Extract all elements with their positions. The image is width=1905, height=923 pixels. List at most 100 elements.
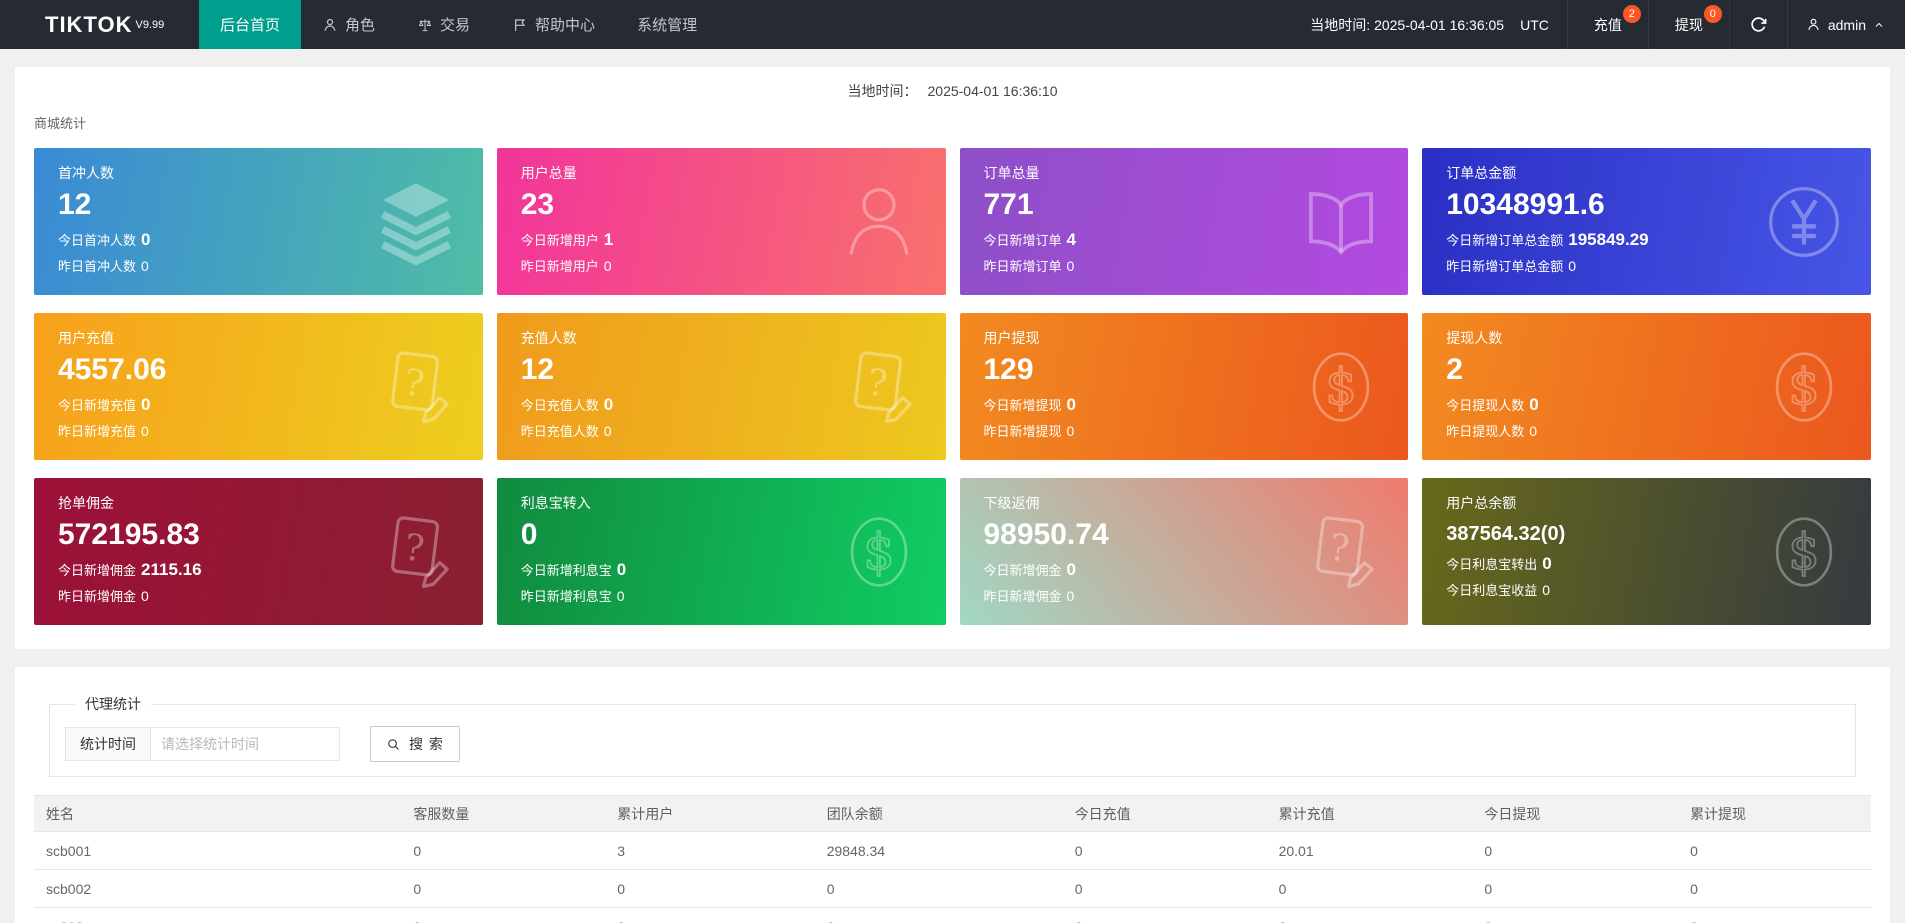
- dollar-icon: $: [1761, 509, 1847, 595]
- search-button[interactable]: 搜 索: [370, 726, 460, 762]
- table-cell: 0: [605, 907, 815, 923]
- navbar-local-time: 当地时间: 2025-04-01 16:36:05 UTC: [1292, 0, 1567, 49]
- search-icon: [386, 737, 401, 752]
- caret-up-icon: [1873, 19, 1885, 31]
- nav-item-help[interactable]: 帮助中心: [491, 0, 616, 49]
- svg-text:$: $: [1788, 523, 1819, 581]
- stat-card-line-label: 昨日新增利息宝: [520, 589, 612, 604]
- stat-card-line-value: 195849.29: [1568, 230, 1649, 249]
- stat-card-value: 98950.74: [983, 518, 1109, 551]
- stat-card-line-value: 0: [1066, 258, 1075, 274]
- stat-time-input[interactable]: [150, 727, 340, 761]
- stat-card-value: 387564.32(0): [1446, 523, 1566, 545]
- stat-card-line-label: 昨日新增订单总金额: [1446, 259, 1564, 274]
- agent-filter-row: 统计时间 搜 索: [65, 726, 1840, 762]
- user-icon: [322, 17, 338, 33]
- stat-card-value: 4557.06: [58, 353, 167, 386]
- stat-card-line-label: 今日新增用户: [520, 233, 599, 248]
- stat-card-value: 2: [1446, 353, 1463, 386]
- local-time-bar: 当地时间： 2025-04-01 16:36:10: [15, 83, 1890, 99]
- table-row: scb001 0 3 29848.34 0 20.01 0 0: [34, 831, 1871, 870]
- stat-card-withdraw-users: 提现人数 2 今日提现人数 0 昨日提现人数 0 $: [1422, 313, 1871, 460]
- svg-text:?: ?: [402, 525, 427, 570]
- stat-card-line: 昨日新增利息宝 0: [521, 589, 922, 603]
- navbar-local-time-text: 当地时间: 2025-04-01 16:36:05: [1310, 16, 1505, 33]
- stat-time-label: 统计时间: [65, 727, 151, 761]
- stat-card-line-value: 2115.16: [141, 560, 202, 579]
- stat-card-line-label: 昨日新增订单: [983, 259, 1062, 274]
- agent-stats-title: 代理统计: [85, 696, 141, 712]
- stat-card-line-value: 0: [1066, 423, 1075, 439]
- book-icon: [1298, 179, 1384, 265]
- table-cell: 0: [1062, 907, 1267, 923]
- stat-card-value: 12: [58, 188, 92, 221]
- withdraw-nav-item[interactable]: 提现 0: [1647, 0, 1729, 49]
- stat-card-line: 今日新增佣金 2115.16: [58, 561, 459, 578]
- nav-item-role[interactable]: 角色: [301, 0, 396, 49]
- stat-card-line: 今日利息宝收益 0: [1446, 583, 1847, 597]
- navbar-right: 当地时间: 2025-04-01 16:36:05 UTC 充值 2 提现 0 …: [1292, 0, 1905, 49]
- withdraw-badge: 0: [1703, 5, 1722, 23]
- nav-item-label: 系统管理: [637, 17, 698, 34]
- nav-item-label: 角色: [345, 17, 376, 34]
- stat-card-line: 今日新增利息宝 0: [521, 561, 922, 578]
- stat-card-line-label: 今日新增佣金: [983, 563, 1062, 578]
- stat-card-value: 129: [983, 353, 1034, 386]
- local-time-value: 2025-04-01 16:36:10: [927, 83, 1058, 99]
- stat-card-first-recharge-users: 首冲人数 12 今日首冲人数 0 昨日首冲人数 0: [34, 148, 483, 295]
- yen-icon: [1761, 179, 1847, 265]
- stat-card-line: 今日提现人数 0: [1446, 396, 1847, 413]
- stat-card-line: 今日新增充值 0: [58, 396, 459, 413]
- dollar-icon: $: [1298, 344, 1384, 430]
- withdraw-nav-label: 提现: [1674, 16, 1703, 33]
- stat-card-line-label: 昨日新增佣金: [58, 589, 137, 604]
- refresh-button[interactable]: [1728, 0, 1787, 49]
- svg-text:?: ?: [402, 360, 427, 405]
- stat-card-user-recharge: 用户充值 4557.06 今日新增充值 0 昨日新增充值 0 ?: [34, 313, 483, 460]
- stat-card-line-value: 0: [1529, 395, 1539, 414]
- nav-item-system[interactable]: 系统管理: [616, 0, 718, 49]
- flag-icon: [512, 17, 528, 33]
- stat-card-line-label: 今日新增订单总金额: [1446, 233, 1564, 248]
- table-cell: 0: [605, 869, 815, 908]
- recharge-badge: 2: [1622, 5, 1641, 23]
- stat-card-title: 下级返佣: [983, 495, 1040, 511]
- table-header-cell: 今日提现: [1472, 795, 1679, 832]
- stat-card-line-value: 4: [1066, 230, 1076, 249]
- table-cell: 20.01: [1266, 831, 1473, 870]
- stat-card-value: 771: [983, 188, 1034, 221]
- table-cell: 0: [1266, 869, 1473, 908]
- stat-card-line-value: 0: [616, 588, 625, 604]
- app-logo: TIKTOK V9.99: [0, 0, 199, 49]
- stat-card-line: 昨日提现人数 0: [1446, 424, 1847, 438]
- table-header-cell: 客服数量: [401, 795, 606, 832]
- table-header-cell: 累计充值: [1266, 795, 1473, 832]
- nav-item-home[interactable]: 后台首页: [199, 0, 302, 49]
- stat-card-line: 今日新增订单总金额 195849.29: [1446, 231, 1847, 248]
- stat-card-line: 昨日新增订单总金额 0: [1446, 259, 1847, 273]
- table-header-cell: 累计用户: [605, 795, 815, 832]
- table-cell: 0: [1678, 907, 1871, 923]
- search-button-label: 搜 索: [409, 736, 444, 752]
- stat-card-line-value: 0: [1542, 554, 1552, 573]
- svg-text:$: $: [1788, 358, 1819, 416]
- stat-card-line-value: 0: [141, 230, 151, 249]
- nav-item-trade[interactable]: 交易: [396, 0, 491, 49]
- stat-cards-grid: 首冲人数 12 今日首冲人数 0 昨日首冲人数 0 用户总量 23 今日新增用户 1 …: [34, 148, 1871, 625]
- admin-menu[interactable]: admin: [1786, 0, 1905, 49]
- stat-card-interest-transfer-in: 利息宝转入 0 今日新增利息宝 0 昨日新增利息宝 0 $: [496, 478, 946, 625]
- stat-card-title: 利息宝转入: [520, 495, 591, 511]
- stat-card-line-label: 今日新增利息宝: [520, 563, 612, 578]
- stat-card-line-value: 0: [141, 395, 151, 414]
- doc-question-icon: ?: [373, 344, 459, 430]
- stat-card-line-value: 0: [1529, 423, 1538, 439]
- table-cell: scb002: [34, 869, 402, 908]
- recharge-nav-item[interactable]: 充值 2: [1566, 0, 1648, 49]
- stat-card-line-value: 0: [1568, 258, 1577, 274]
- stat-card-title: 抢单佣金: [58, 495, 114, 511]
- table-header-cell: 累计提现: [1678, 795, 1871, 832]
- stat-card-line-label: 昨日新增充值: [58, 424, 137, 439]
- stat-card-line-label: 今日首冲人数: [58, 233, 137, 248]
- table-cell: sc003: [34, 907, 402, 923]
- stat-card-title: 提现人数: [1446, 330, 1503, 346]
